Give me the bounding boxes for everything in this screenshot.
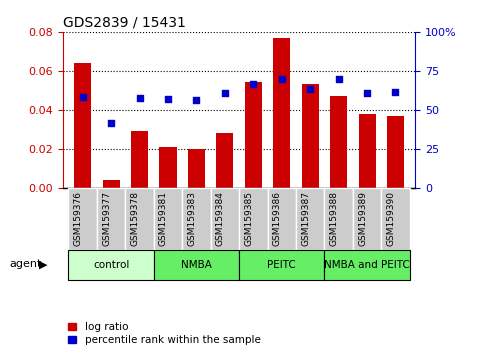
Bar — [325, 250, 410, 280]
Text: GSM159385: GSM159385 — [244, 191, 253, 246]
Text: GDS2839 / 15431: GDS2839 / 15431 — [63, 15, 185, 29]
Text: GSM159378: GSM159378 — [130, 191, 140, 246]
Bar — [239, 188, 268, 250]
Bar — [387, 115, 404, 188]
Point — [278, 76, 285, 81]
Text: GSM159388: GSM159388 — [329, 191, 339, 246]
Point — [193, 97, 200, 102]
Bar — [216, 133, 233, 188]
Text: GSM159387: GSM159387 — [301, 191, 310, 246]
Bar — [159, 147, 176, 188]
Point — [136, 95, 143, 101]
Bar — [69, 250, 154, 280]
Bar — [97, 188, 126, 250]
Text: GSM159389: GSM159389 — [358, 191, 367, 246]
Bar — [245, 82, 262, 188]
Bar — [211, 188, 239, 250]
Bar — [302, 84, 319, 188]
Text: GSM159386: GSM159386 — [273, 191, 282, 246]
Bar — [268, 188, 296, 250]
Bar — [353, 188, 381, 250]
Bar — [154, 188, 182, 250]
Text: NMBA: NMBA — [181, 259, 212, 270]
Point — [335, 76, 342, 82]
Point — [221, 91, 229, 96]
Text: agent: agent — [10, 259, 42, 269]
Point — [79, 94, 86, 99]
Bar — [102, 180, 120, 188]
Point — [392, 89, 399, 95]
Bar — [358, 114, 376, 188]
Text: GSM159384: GSM159384 — [216, 191, 225, 246]
Point — [107, 120, 115, 126]
Bar — [126, 188, 154, 250]
Bar — [188, 149, 205, 188]
Point — [164, 96, 172, 102]
Point — [363, 91, 371, 96]
Text: NMBA and PEITC: NMBA and PEITC — [324, 259, 410, 270]
Bar — [154, 250, 239, 280]
Bar — [69, 188, 97, 250]
Text: control: control — [93, 259, 129, 270]
Bar — [131, 131, 148, 188]
Legend: log ratio, percentile rank within the sample: log ratio, percentile rank within the sa… — [68, 322, 260, 345]
Point — [249, 81, 257, 87]
Text: GSM159383: GSM159383 — [187, 191, 197, 246]
Text: GSM159390: GSM159390 — [386, 191, 396, 246]
Bar — [330, 96, 347, 188]
Bar — [325, 188, 353, 250]
Text: ▶: ▶ — [39, 259, 48, 269]
Bar — [182, 188, 211, 250]
Bar — [381, 188, 410, 250]
Text: GSM159376: GSM159376 — [74, 191, 83, 246]
Bar — [239, 250, 325, 280]
Text: PEITC: PEITC — [268, 259, 296, 270]
Point — [306, 87, 314, 92]
Text: GSM159377: GSM159377 — [102, 191, 111, 246]
Bar — [74, 63, 91, 188]
Bar — [273, 38, 290, 188]
Bar — [296, 188, 325, 250]
Text: GSM159381: GSM159381 — [159, 191, 168, 246]
